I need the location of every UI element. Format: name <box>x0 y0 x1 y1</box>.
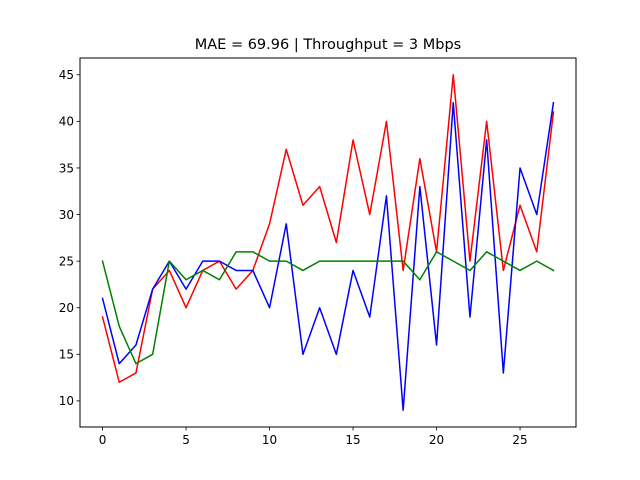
x-tick-label: 25 <box>512 433 527 447</box>
axes-frame <box>79 57 577 428</box>
x-tick-label: 20 <box>429 433 444 447</box>
y-tick-label: 25 <box>59 254 74 268</box>
series-line-1 <box>101 74 555 384</box>
y-tick-label: 35 <box>59 161 74 175</box>
series-line-3 <box>101 251 555 365</box>
x-axis: 0 5 10 15 20 25 <box>99 427 528 447</box>
y-tick-label: 30 <box>59 208 74 222</box>
y-tick-label: 10 <box>59 394 74 408</box>
y-tick-label: 20 <box>59 301 74 315</box>
series-layer <box>101 74 555 411</box>
y-tick-label: 15 <box>59 348 74 362</box>
x-tick-label: 10 <box>262 433 277 447</box>
chart-title: MAE = 69.96 | Throughput = 3 Mbps <box>195 37 461 53</box>
x-tick-label: 5 <box>182 433 190 447</box>
x-tick-label: 0 <box>99 433 107 447</box>
y-tick-label: 40 <box>59 115 74 129</box>
y-axis: 10 15 20 25 30 35 40 45 <box>59 68 80 408</box>
series-line-2 <box>101 101 555 411</box>
x-tick-label: 15 <box>345 433 360 447</box>
y-tick-label: 45 <box>59 68 74 82</box>
